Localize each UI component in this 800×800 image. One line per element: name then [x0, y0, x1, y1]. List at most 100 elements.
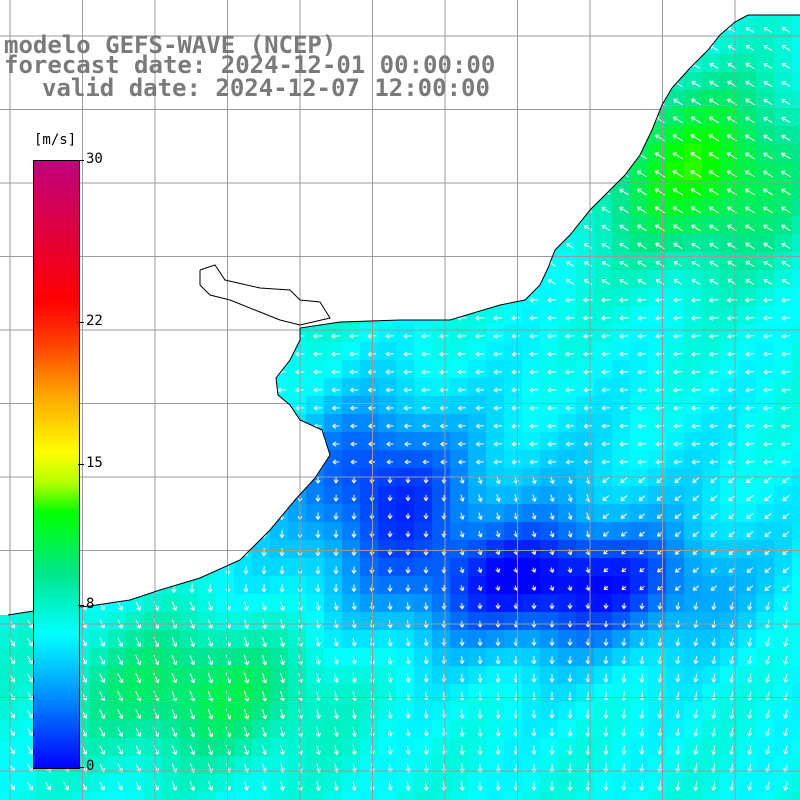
wind-arrow: [63, 781, 69, 791]
wind-arrow: [7, 459, 17, 465]
wind-arrow: [7, 297, 17, 303]
wind-arrow: [745, 423, 755, 429]
wind-arrow: [115, 117, 125, 123]
wind-speed-cell: [252, 162, 271, 181]
wind-speed-cell: [576, 612, 595, 631]
wind-arrow: [423, 477, 429, 484]
wind-arrow: [584, 10, 591, 15]
wind-speed-cell: [324, 342, 343, 361]
wind-speed-cell: [216, 756, 235, 775]
wind-arrow: [601, 242, 611, 249]
wind-speed-cell: [756, 360, 775, 379]
wind-speed-cell: [558, 360, 577, 379]
wind-speed-cell: [198, 126, 217, 145]
wind-speed-cell: [468, 450, 487, 469]
wind-arrow: [259, 117, 268, 123]
wind-speed-cell: [342, 126, 361, 145]
wind-speed-cell: [234, 630, 253, 649]
wind-arrow: [691, 45, 701, 51]
wind-arrow: [170, 10, 178, 15]
wind-speed-cell: [720, 756, 739, 775]
wind-speed-cell: [198, 234, 217, 253]
wind-speed-cell: [450, 216, 469, 235]
wind-speed-cell: [270, 540, 289, 559]
wind-speed-cell: [468, 162, 487, 181]
wind-speed-cell: [504, 540, 523, 559]
wind-speed-cell: [612, 72, 631, 91]
wind-arrow: [331, 153, 341, 159]
wind-arrow: [97, 405, 107, 411]
wind-speed-cell: [450, 162, 469, 181]
wind-arrow: [7, 369, 17, 375]
wind-arrow: [207, 547, 213, 557]
wind-arrow: [258, 315, 269, 321]
wind-speed-cell: [162, 738, 181, 757]
wind-arrow: [745, 27, 755, 33]
wind-speed-cell: [162, 594, 181, 613]
wind-speed-cell: [648, 702, 667, 721]
wind-speed-cell: [162, 630, 181, 649]
wind-arrow: [763, 98, 773, 105]
wind-speed-cell: [792, 666, 800, 685]
wind-speed-cell: [540, 720, 559, 739]
wind-arrow: [621, 709, 627, 719]
wind-speed-cell: [468, 486, 487, 505]
wind-speed-cell: [252, 612, 271, 631]
wind-arrow: [691, 387, 701, 393]
wind-speed-cell: [558, 684, 577, 703]
wind-arrow: [421, 189, 431, 195]
wind-arrow: [189, 672, 196, 684]
wind-speed-cell: [630, 666, 649, 685]
wind-arrow: [259, 153, 268, 159]
wind-speed-cell: [90, 648, 109, 667]
wind-arrow: [314, 441, 322, 447]
wind-arrow: [690, 170, 702, 178]
wind-speed-cell: [378, 288, 397, 307]
wind-arrow: [171, 637, 178, 648]
wind-speed-cell: [360, 234, 379, 253]
wind-arrow: [7, 225, 17, 231]
wind-arrow: [657, 781, 663, 791]
wind-speed-cell: [774, 288, 793, 307]
wind-speed-cell: [234, 144, 253, 163]
wind-speed-cell: [576, 162, 595, 181]
wind-arrow: [403, 117, 412, 123]
wind-arrow: [386, 459, 394, 465]
wind-speed-cell: [396, 630, 415, 649]
wind-arrow: [204, 297, 216, 303]
wind-speed-cell: [450, 702, 469, 721]
wind-speed-cell: [558, 540, 577, 559]
wind-speed-cell: [558, 414, 577, 433]
wind-speed-cell: [666, 36, 685, 55]
wind-arrow: [351, 476, 357, 484]
wind-speed-cell: [108, 666, 127, 685]
wind-speed-cell: [288, 756, 307, 775]
wind-arrow: [511, 315, 521, 321]
wind-arrow: [619, 459, 629, 465]
wind-arrow: [459, 745, 465, 755]
wind-speed-cell: [468, 15, 487, 19]
wind-speed-cell: [450, 288, 469, 307]
wind-arrow: [439, 27, 448, 33]
wind-speed-cell: [306, 324, 325, 343]
wind-speed-cell: [792, 504, 800, 523]
wind-speed-cell: [792, 162, 800, 181]
wind-arrow: [511, 63, 521, 69]
wind-speed-cell: [738, 684, 757, 703]
wind-arrow: [79, 423, 89, 429]
wind-arrow: [547, 423, 557, 429]
wind-speed-cell: [450, 432, 469, 451]
wind-speed-cell: [720, 648, 739, 667]
wind-speed-cell: [0, 288, 19, 307]
wind-speed-cell: [468, 522, 487, 541]
wind-speed-cell: [504, 378, 523, 397]
wind-speed-cell: [378, 576, 397, 595]
wind-arrow: [351, 530, 357, 538]
wind-speed-cell: [414, 144, 433, 163]
wind-speed-cell: [486, 270, 505, 289]
wind-arrow: [583, 279, 593, 285]
wind-arrow: [495, 638, 501, 646]
wind-speed-cell: [396, 504, 415, 523]
wind-arrow: [475, 189, 484, 195]
wind-arrow: [547, 369, 557, 375]
